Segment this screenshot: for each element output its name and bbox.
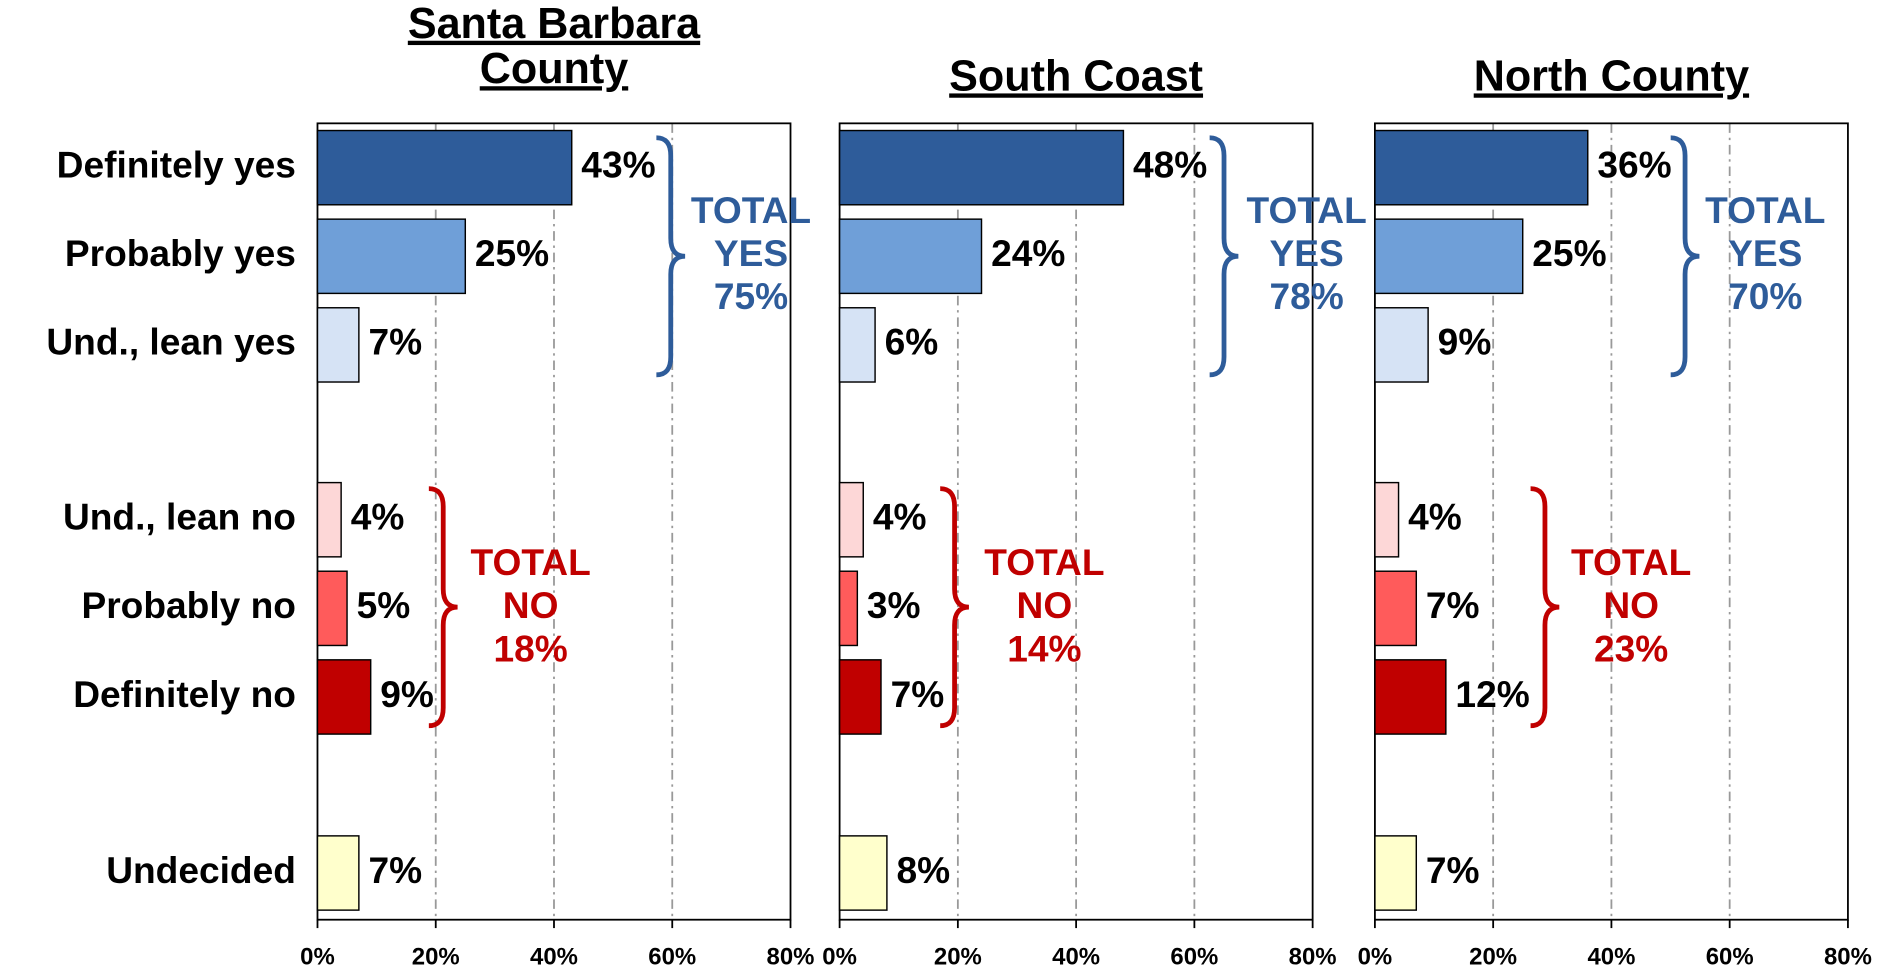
value-label: 3% xyxy=(867,584,921,626)
total-annotation: TOTAL xyxy=(1571,541,1691,583)
x-tick-label: 20% xyxy=(412,943,460,970)
bar xyxy=(316,570,348,647)
brace xyxy=(428,486,458,729)
total-annotation: 14% xyxy=(1007,627,1081,669)
bar xyxy=(1374,218,1524,295)
brace xyxy=(1530,486,1560,729)
bar xyxy=(838,307,876,383)
category-label: Probably no xyxy=(81,584,295,626)
bar xyxy=(1374,307,1429,383)
total-annotation: 75% xyxy=(714,275,788,317)
chart-title: Santa Barbara xyxy=(408,0,701,48)
total-annotation: NO xyxy=(1603,584,1659,626)
bar xyxy=(1374,129,1589,206)
bar xyxy=(1374,659,1447,735)
total-annotation: TOTAL xyxy=(1705,189,1825,231)
value-label: 36% xyxy=(1597,143,1671,185)
bar xyxy=(316,481,342,558)
category-label: Undecided xyxy=(106,849,296,891)
value-label: 25% xyxy=(1532,232,1606,274)
bar xyxy=(838,481,864,558)
chart-title: North County xyxy=(1474,52,1749,100)
category-label: Definitely no xyxy=(73,673,296,715)
total-annotation: 78% xyxy=(1270,275,1344,317)
bar xyxy=(1374,481,1400,558)
value-label: 7% xyxy=(368,321,422,363)
total-annotation: NO xyxy=(503,584,559,626)
chart-title: County xyxy=(480,45,628,93)
total-annotation: 23% xyxy=(1594,627,1668,669)
total-annotation: TOTAL xyxy=(1247,189,1367,231)
brace xyxy=(656,135,686,378)
bar xyxy=(316,218,467,295)
x-tick-label: 60% xyxy=(1170,943,1218,970)
x-tick-label: 80% xyxy=(1289,943,1337,970)
value-label: 8% xyxy=(896,849,950,891)
total-annotation: YES xyxy=(714,232,788,274)
brace xyxy=(1670,135,1700,378)
x-tick-label: 80% xyxy=(767,943,815,970)
category-label: Und., lean no xyxy=(63,496,296,538)
value-label: 9% xyxy=(380,673,434,715)
bar xyxy=(1374,835,1418,911)
brace xyxy=(940,486,970,729)
total-annotation: YES xyxy=(1270,232,1344,274)
value-label: 5% xyxy=(357,584,411,626)
value-label: 9% xyxy=(1438,321,1492,363)
bar xyxy=(838,129,1125,206)
x-tick-label: 20% xyxy=(934,943,982,970)
bar xyxy=(838,835,888,911)
category-label: Definitely yes xyxy=(57,143,296,185)
value-label: 4% xyxy=(873,496,927,538)
category-label: Probably yes xyxy=(65,232,296,274)
x-tick-label: 40% xyxy=(1587,943,1635,970)
x-tick-label: 40% xyxy=(1052,943,1100,970)
value-label: 24% xyxy=(991,232,1065,274)
value-label: 43% xyxy=(581,143,655,185)
value-label: 7% xyxy=(1426,584,1480,626)
value-label: 7% xyxy=(1426,849,1480,891)
brace xyxy=(1209,135,1239,378)
bar xyxy=(838,218,983,295)
bar xyxy=(838,659,882,735)
bar xyxy=(1374,570,1418,647)
total-annotation: NO xyxy=(1017,584,1073,626)
total-annotation: TOTAL xyxy=(471,541,591,583)
value-label: 7% xyxy=(891,673,945,715)
total-annotation: 70% xyxy=(1728,275,1802,317)
bar xyxy=(316,307,360,383)
chart-title: South Coast xyxy=(949,52,1203,100)
total-annotation: TOTAL xyxy=(984,541,1104,583)
x-tick-label: 20% xyxy=(1469,943,1517,970)
value-label: 48% xyxy=(1133,143,1207,185)
x-tick-label: 60% xyxy=(1706,943,1754,970)
x-tick-label: 0% xyxy=(822,943,857,970)
value-label: 7% xyxy=(368,849,422,891)
value-label: 4% xyxy=(351,496,405,538)
total-annotation: 18% xyxy=(494,627,568,669)
x-tick-label: 40% xyxy=(530,943,578,970)
x-tick-label: 0% xyxy=(1358,943,1393,970)
bar xyxy=(316,835,360,911)
value-label: 6% xyxy=(885,321,939,363)
x-tick-label: 80% xyxy=(1824,943,1872,970)
x-tick-label: 0% xyxy=(300,943,335,970)
value-label: 12% xyxy=(1455,673,1529,715)
bar xyxy=(838,570,859,647)
x-tick-label: 60% xyxy=(648,943,696,970)
value-label: 4% xyxy=(1408,496,1462,538)
total-annotation: YES xyxy=(1728,232,1802,274)
bar xyxy=(316,659,372,735)
bar xyxy=(316,129,573,206)
total-annotation: TOTAL xyxy=(691,189,811,231)
value-label: 25% xyxy=(475,232,549,274)
category-label: Und., lean yes xyxy=(46,321,296,363)
